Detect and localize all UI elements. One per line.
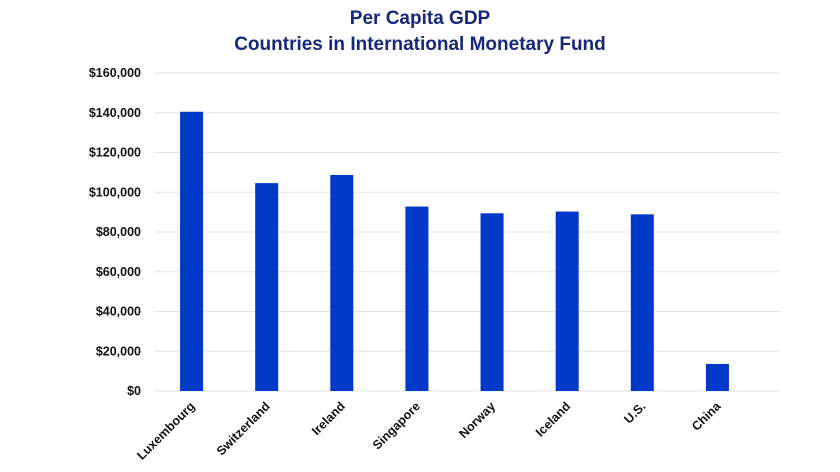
bar-china [705, 363, 729, 391]
y-tick-label: $60,000 [96, 265, 141, 279]
y-tick-label: $100,000 [89, 185, 141, 199]
bar-singapore [405, 206, 429, 391]
x-category-label: Switzerland [214, 399, 273, 458]
chart-title: Per Capita GDP [350, 8, 491, 29]
bar-us [630, 214, 654, 391]
bar-iceland [555, 211, 579, 391]
chart-subtitle: Countries in International Monetary Fund [234, 34, 606, 55]
x-category-label: Luxembourg [134, 399, 197, 462]
x-category-label: Ireland [309, 399, 348, 438]
x-category-label: Norway [456, 399, 498, 441]
bar-switzerland [255, 183, 279, 391]
y-tick-label: $20,000 [96, 344, 141, 358]
x-category-label: Singapore [370, 399, 423, 452]
x-category-label: Iceland [533, 399, 573, 439]
y-tick-label: $80,000 [96, 225, 141, 239]
bar-norway [480, 213, 504, 391]
y-tick-label: $0 [127, 384, 141, 398]
bar-ireland [330, 174, 354, 391]
y-tick-label: $40,000 [96, 305, 141, 319]
y-tick-label: $160,000 [89, 66, 141, 80]
x-category-label: China [689, 398, 724, 433]
y-tick-label: $120,000 [89, 146, 141, 160]
y-tick-label: $140,000 [89, 106, 141, 120]
x-category-label: U.S. [621, 399, 648, 426]
bar-luxembourg [180, 111, 204, 391]
